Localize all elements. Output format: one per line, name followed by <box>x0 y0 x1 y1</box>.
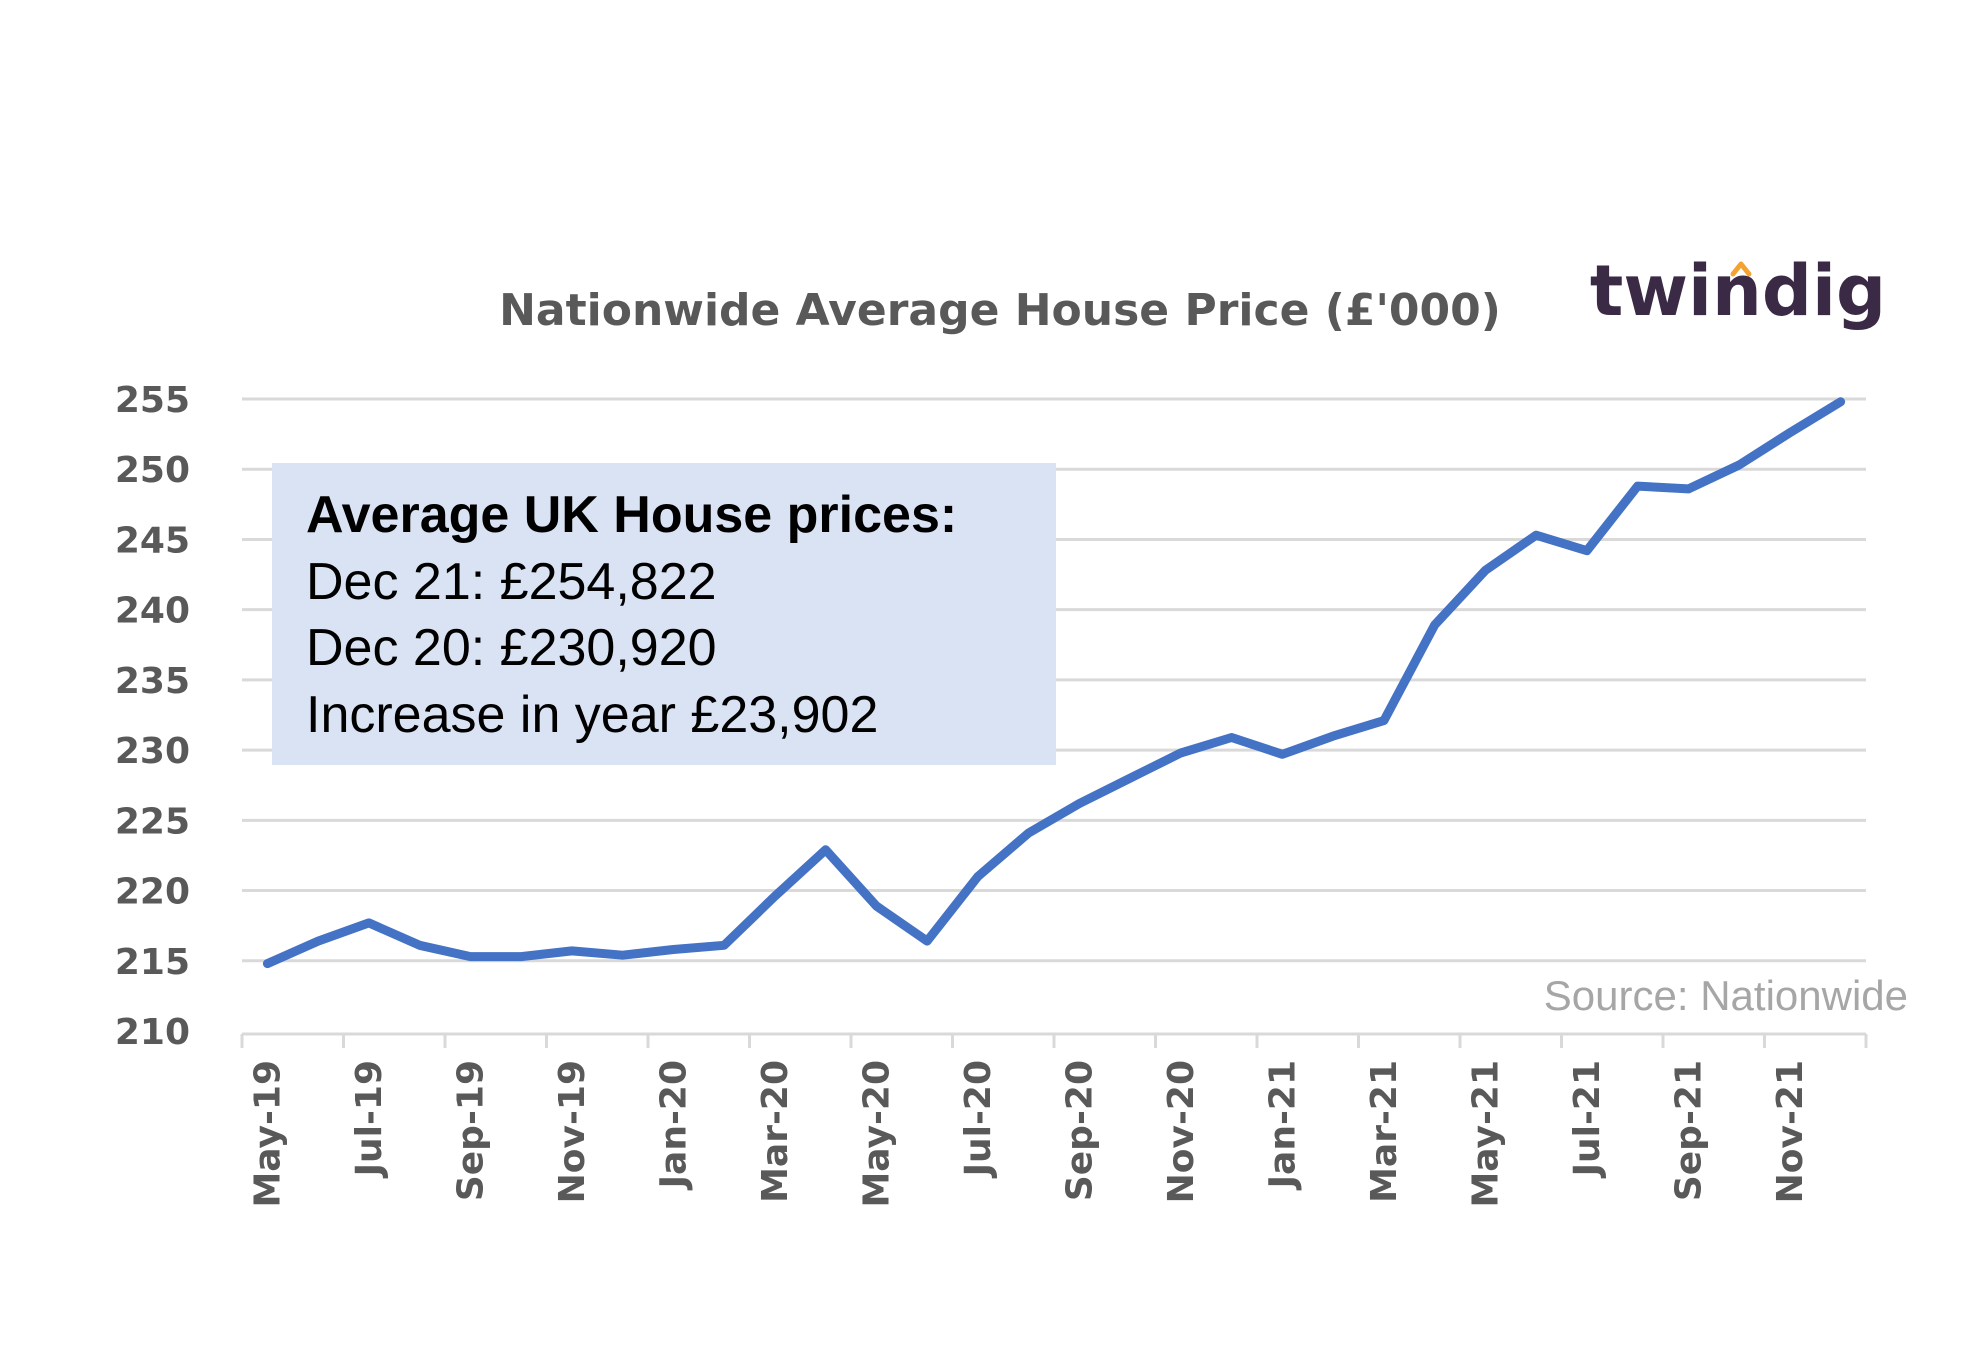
data-point <box>1383 720 1385 722</box>
x-tick-label: Mar-21 <box>1364 1060 1405 1203</box>
y-tick-label: 250 <box>115 450 190 491</box>
data-point <box>1078 802 1080 804</box>
y-tick-label: 220 <box>115 872 190 913</box>
data-point <box>1535 534 1537 536</box>
data-point <box>977 876 979 878</box>
brand-wordmark: twindig <box>1590 250 1886 332</box>
data-point <box>875 905 877 907</box>
data-point <box>419 944 421 946</box>
callout-heading: Average UK House prices: <box>306 486 957 544</box>
data-point <box>520 956 522 958</box>
x-tick-label: May-20 <box>856 1060 897 1208</box>
data-point <box>1434 624 1436 626</box>
data-point <box>1687 488 1689 490</box>
y-tick-label: 240 <box>115 591 190 632</box>
y-tick-label: 230 <box>115 731 190 772</box>
data-point <box>1840 401 1842 403</box>
data-point <box>723 944 725 946</box>
brand-logo: twindig <box>1590 250 1886 332</box>
x-tick-label: Nov-19 <box>552 1060 593 1203</box>
y-axis-ticks: 210 215 220 225 230 235 240 245 250 255 <box>115 380 190 1053</box>
callout-line-dec21: Dec 21: £254,822 <box>306 553 717 611</box>
x-axis-ticks: May-19 Jul-19 Sep-19 Nov-19 Jan-20 Mar-20 May-… <box>240 1034 1868 1208</box>
series-line-0 <box>262 397 1846 969</box>
data-point <box>1738 464 1740 466</box>
y-tick-label: 255 <box>115 380 190 421</box>
x-tick-label: May-19 <box>247 1060 288 1208</box>
x-tick-label: Nov-21 <box>1770 1060 1811 1203</box>
data-point <box>926 940 928 942</box>
y-tick-label: 235 <box>115 661 190 702</box>
x-tick-label: May-21 <box>1465 1060 1506 1208</box>
data-point <box>266 963 268 965</box>
data-point <box>672 949 674 951</box>
data-point <box>825 849 827 851</box>
data-point <box>571 950 573 952</box>
data-point <box>368 922 370 924</box>
data-point <box>1281 753 1283 755</box>
y-tick-label: 215 <box>115 942 190 983</box>
x-tick-label: Jan-20 <box>653 1060 694 1191</box>
x-tick-label: Jan-21 <box>1262 1060 1303 1191</box>
data-point <box>1231 736 1233 738</box>
x-tick-label: Jul-19 <box>349 1060 390 1179</box>
callout-line-increase: Increase in year £23,902 <box>306 686 878 744</box>
x-tick-label: Jul-21 <box>1567 1060 1608 1179</box>
callout-line-dec20: Dec 20: £230,920 <box>306 619 717 677</box>
data-point <box>1484 569 1486 571</box>
data-point <box>1028 832 1030 834</box>
x-tick-label: Sep-21 <box>1668 1060 1709 1201</box>
x-tick-label: Mar-20 <box>755 1060 796 1203</box>
data-point <box>1129 777 1131 779</box>
y-tick-label: 245 <box>115 520 190 561</box>
logo-roof-accent <box>1730 261 1752 277</box>
x-tick-label: Sep-20 <box>1059 1060 1100 1201</box>
y-tick-label: 210 <box>115 1012 190 1053</box>
data-point <box>469 956 471 958</box>
data-point <box>622 954 624 956</box>
data-point <box>1637 485 1639 487</box>
series-layer <box>262 397 1846 969</box>
source-note: Source: Nationwide <box>1544 972 1908 1019</box>
x-tick-label: Sep-19 <box>450 1060 491 1201</box>
data-point <box>1586 550 1588 552</box>
data-point <box>774 895 776 897</box>
x-tick-label: Jul-20 <box>958 1060 999 1179</box>
data-point <box>317 940 319 942</box>
data-point <box>1789 432 1791 434</box>
data-point <box>1332 735 1334 737</box>
y-tick-label: 225 <box>115 801 190 842</box>
chart-title: Nationwide Average House Price (£'000) <box>499 285 1501 336</box>
callout-box <box>272 463 1056 765</box>
data-point <box>1180 752 1182 754</box>
x-tick-label: Nov-20 <box>1161 1060 1202 1203</box>
